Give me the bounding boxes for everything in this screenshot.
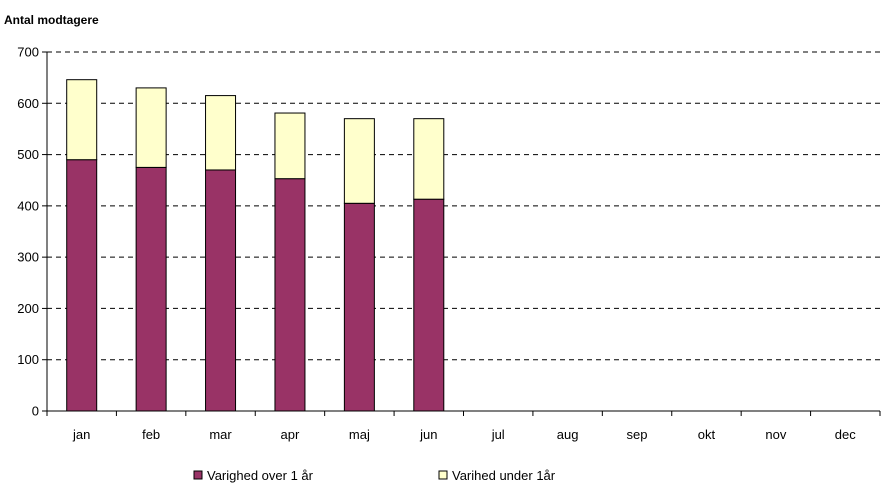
- bar-jun-series-1: [414, 199, 444, 411]
- bar-jun-series-2: [414, 119, 444, 200]
- bar-apr-series-2: [275, 113, 305, 179]
- y-tick-label-600: 600: [17, 96, 39, 111]
- x-tick-label-jul: jul: [491, 427, 505, 442]
- legend-label-series-1: Varighed over 1 år: [207, 468, 314, 483]
- bar-feb-series-1: [136, 167, 166, 411]
- legend-swatch-series-2: [439, 471, 447, 479]
- y-tick-label-200: 200: [17, 301, 39, 316]
- y-tick-labels: 0 100 200 300 400 500 600 700: [17, 45, 39, 419]
- x-tick-label-jun: jun: [419, 427, 437, 442]
- y-axis-title: Antal modtagere: [4, 13, 99, 27]
- x-tick-labels: jan feb mar apr maj jun jul aug sep okt nov dec: [72, 427, 856, 442]
- y-tick-label-100: 100: [17, 352, 39, 367]
- gridlines: [47, 52, 880, 360]
- x-tick-label-nov: nov: [765, 427, 786, 442]
- x-tick-label-okt: okt: [698, 427, 716, 442]
- y-tick-label-400: 400: [17, 198, 39, 213]
- bar-maj-series-1: [344, 203, 374, 411]
- bar-jan-series-2: [67, 80, 97, 160]
- x-tick-label-apr: apr: [281, 427, 300, 442]
- x-tick-label-dec: dec: [835, 427, 856, 442]
- axes: [42, 52, 880, 416]
- bar-mar-series-1: [206, 170, 236, 411]
- x-tick-label-aug: aug: [557, 427, 579, 442]
- bar-jan-series-1: [67, 160, 97, 411]
- y-tick-label-700: 700: [17, 45, 39, 60]
- legend-label-series-2: Varihed under 1år: [452, 468, 556, 483]
- bar-apr-series-1: [275, 179, 305, 411]
- bar-feb-series-2: [136, 88, 166, 167]
- bar-maj-series-2: [344, 119, 374, 204]
- legend: Varighed over 1 år Varihed under 1år: [194, 468, 556, 483]
- y-tick-label-300: 300: [17, 250, 39, 265]
- y-tick-label-0: 0: [32, 404, 39, 419]
- x-tick-label-jan: jan: [72, 427, 90, 442]
- x-tick-label-maj: maj: [349, 427, 370, 442]
- bar-mar-series-2: [206, 96, 236, 170]
- bars: [67, 80, 444, 411]
- x-tick-label-mar: mar: [209, 427, 232, 442]
- x-tick-label-feb: feb: [142, 427, 160, 442]
- legend-swatch-series-1: [194, 471, 202, 479]
- y-tick-label-500: 500: [17, 147, 39, 162]
- x-tick-label-sep: sep: [627, 427, 648, 442]
